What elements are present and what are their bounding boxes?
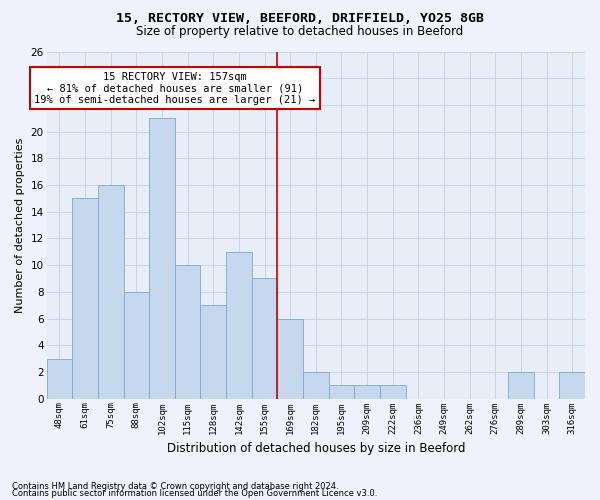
Bar: [149, 118, 175, 398]
Bar: [303, 372, 329, 398]
Text: 15 RECTORY VIEW: 157sqm
← 81% of detached houses are smaller (91)
19% of semi-de: 15 RECTORY VIEW: 157sqm ← 81% of detache…: [34, 72, 316, 104]
X-axis label: Distribution of detached houses by size in Beeford: Distribution of detached houses by size …: [167, 442, 465, 455]
Bar: [329, 386, 354, 398]
Bar: [251, 278, 277, 398]
Bar: [175, 265, 200, 398]
Bar: [47, 358, 72, 399]
Text: Contains HM Land Registry data © Crown copyright and database right 2024.: Contains HM Land Registry data © Crown c…: [12, 482, 338, 491]
Text: Size of property relative to detached houses in Beeford: Size of property relative to detached ho…: [136, 25, 464, 38]
Bar: [72, 198, 98, 398]
Bar: [559, 372, 585, 398]
Bar: [98, 185, 124, 398]
Bar: [508, 372, 534, 398]
Title: 15, RECTORY VIEW, BEEFORD, DRIFFIELD, YO25 8GB
Size of property relative to deta: 15, RECTORY VIEW, BEEFORD, DRIFFIELD, YO…: [0, 499, 1, 500]
Bar: [380, 386, 406, 398]
Bar: [200, 305, 226, 398]
Bar: [277, 318, 303, 398]
Bar: [124, 292, 149, 399]
Text: 15, RECTORY VIEW, BEEFORD, DRIFFIELD, YO25 8GB: 15, RECTORY VIEW, BEEFORD, DRIFFIELD, YO…: [116, 12, 484, 26]
Bar: [226, 252, 251, 398]
Text: Contains public sector information licensed under the Open Government Licence v3: Contains public sector information licen…: [12, 490, 377, 498]
Y-axis label: Number of detached properties: Number of detached properties: [15, 138, 25, 313]
Bar: [354, 386, 380, 398]
